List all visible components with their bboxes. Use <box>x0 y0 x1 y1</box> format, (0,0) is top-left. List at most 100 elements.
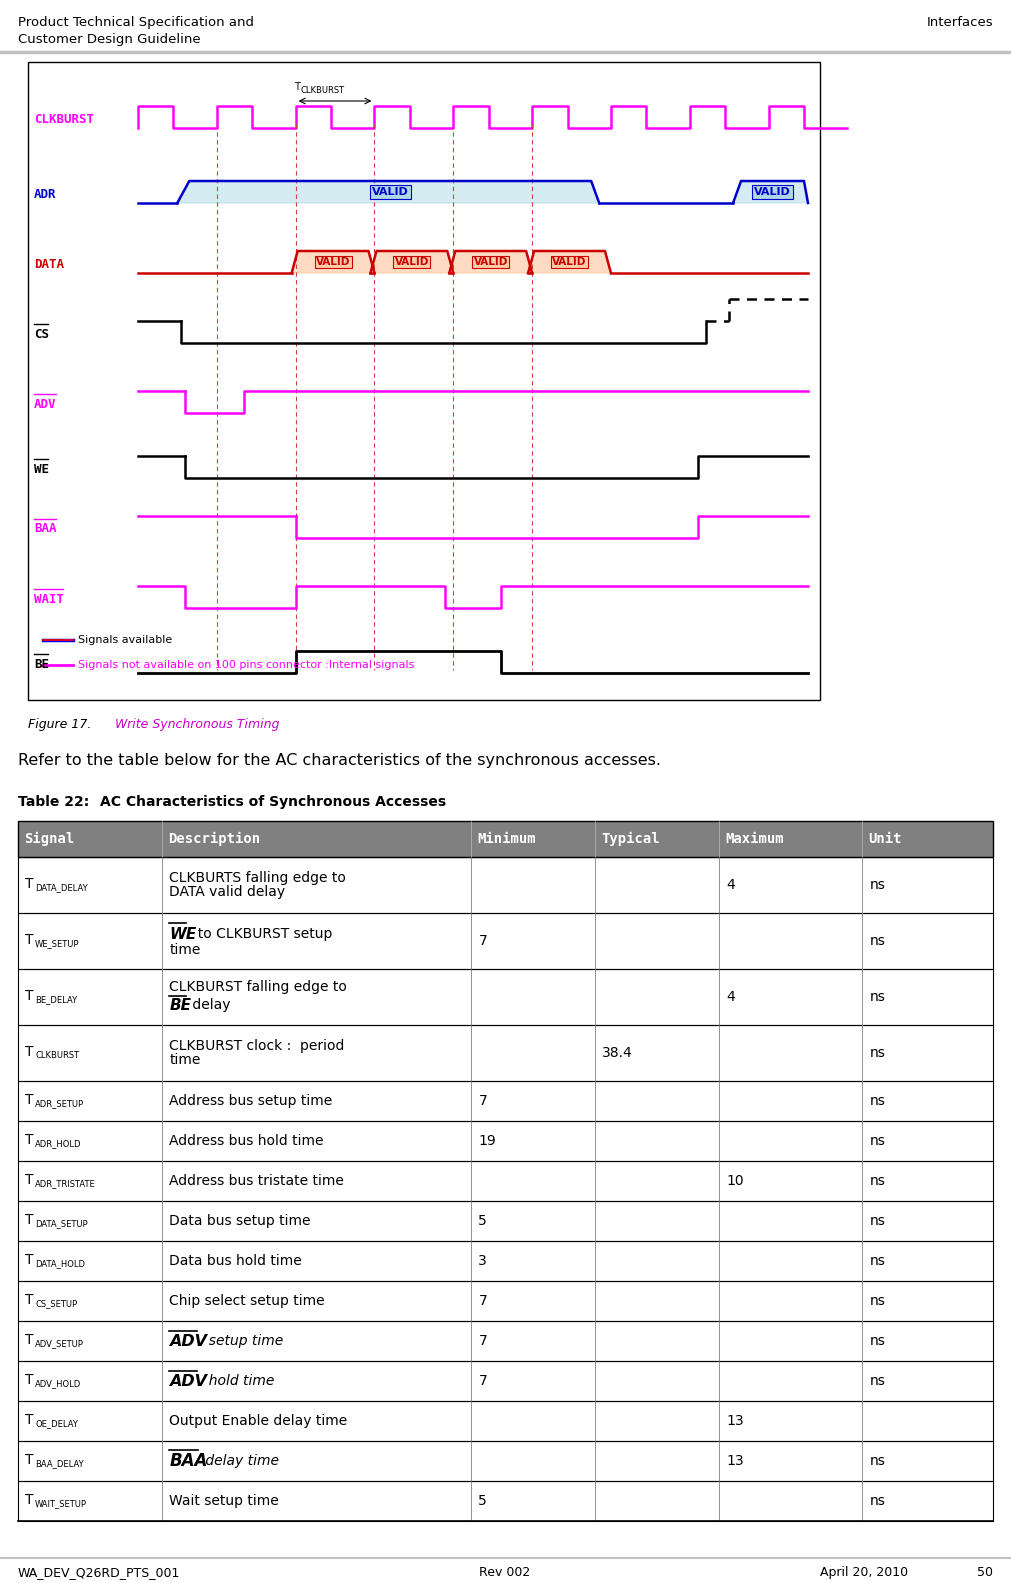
Polygon shape <box>291 252 374 272</box>
Text: T: T <box>25 1414 33 1426</box>
Text: 38.4: 38.4 <box>603 1046 633 1061</box>
Text: BAA: BAA <box>34 522 57 535</box>
Bar <box>18 856 993 913</box>
Bar <box>18 1281 993 1320</box>
Text: ns: ns <box>869 1293 886 1308</box>
Text: T: T <box>25 877 33 891</box>
Text: ADR_TRISTATE: ADR_TRISTATE <box>35 1179 96 1189</box>
Bar <box>18 1121 993 1160</box>
Text: WE_SETUP: WE_SETUP <box>35 939 80 948</box>
Text: OE_DELAY: OE_DELAY <box>35 1420 78 1428</box>
Bar <box>18 822 993 856</box>
Bar <box>18 1401 993 1441</box>
Text: VALID: VALID <box>552 256 586 268</box>
Text: DATA_DELAY: DATA_DELAY <box>35 883 88 893</box>
Text: ns: ns <box>869 1046 886 1061</box>
Text: 4: 4 <box>726 879 735 891</box>
Text: T: T <box>25 1333 33 1347</box>
Bar <box>18 969 993 1026</box>
Bar <box>18 913 993 969</box>
Text: Maximum: Maximum <box>725 833 784 845</box>
Text: ADR_HOLD: ADR_HOLD <box>35 1140 82 1149</box>
Text: 7: 7 <box>478 1094 487 1108</box>
Text: 7: 7 <box>478 934 487 948</box>
Text: time: time <box>169 943 200 958</box>
Text: Rev 002: Rev 002 <box>479 1566 531 1578</box>
Text: T: T <box>25 1372 33 1387</box>
Bar <box>18 1320 993 1361</box>
Text: ADV: ADV <box>34 397 57 410</box>
Text: Chip select setup time: Chip select setup time <box>169 1293 325 1308</box>
Text: CLKBURST: CLKBURST <box>300 85 345 95</box>
Text: WAIT: WAIT <box>34 592 64 606</box>
Bar <box>18 1281 993 1320</box>
Bar <box>18 1121 993 1160</box>
Bar <box>18 1201 993 1241</box>
Text: delay time: delay time <box>201 1455 279 1467</box>
Bar <box>18 1160 993 1201</box>
Text: ns: ns <box>869 879 886 891</box>
Text: AC Characteristics of Synchronous Accesses: AC Characteristics of Synchronous Access… <box>100 795 446 809</box>
Text: Signals not available on 100 pins connector :Internal signals: Signals not available on 100 pins connec… <box>78 660 415 670</box>
Text: 7: 7 <box>478 1293 487 1308</box>
Bar <box>18 913 993 969</box>
Text: T: T <box>25 1293 33 1308</box>
Text: Interfaces: Interfaces <box>926 16 993 28</box>
Bar <box>18 856 993 913</box>
Text: WA_DEV_Q26RD_PTS_001: WA_DEV_Q26RD_PTS_001 <box>18 1566 180 1578</box>
Text: Address bus setup time: Address bus setup time <box>169 1094 333 1108</box>
Text: Product Technical Specification and
Customer Design Guideline: Product Technical Specification and Cust… <box>18 16 254 46</box>
Text: CS: CS <box>34 328 49 340</box>
Text: T: T <box>25 1493 33 1507</box>
Text: ns: ns <box>869 1094 886 1108</box>
Text: ns: ns <box>869 1374 886 1388</box>
Polygon shape <box>177 180 600 203</box>
Bar <box>18 1026 993 1081</box>
Text: 13: 13 <box>726 1455 744 1467</box>
Text: ns: ns <box>869 989 886 1004</box>
Text: Signal: Signal <box>24 833 74 845</box>
Text: Minimum: Minimum <box>477 833 536 845</box>
Text: Output Enable delay time: Output Enable delay time <box>169 1414 348 1428</box>
Text: VALID: VALID <box>754 187 791 196</box>
Text: 5: 5 <box>478 1214 487 1228</box>
Text: DATA_HOLD: DATA_HOLD <box>35 1260 85 1268</box>
Text: T: T <box>25 1254 33 1266</box>
Text: ns: ns <box>869 1254 886 1268</box>
Text: BAA: BAA <box>169 1452 207 1471</box>
Text: DATA valid delay: DATA valid delay <box>169 885 285 899</box>
Bar <box>18 1482 993 1521</box>
Text: ADR_SETUP: ADR_SETUP <box>35 1100 84 1108</box>
Bar <box>18 1401 993 1441</box>
Bar <box>18 1361 993 1401</box>
Text: VALID: VALID <box>372 187 408 196</box>
Text: Refer to the table below for the AC characteristics of the synchronous accesses.: Refer to the table below for the AC char… <box>18 754 661 768</box>
Text: ADV_HOLD: ADV_HOLD <box>35 1379 81 1388</box>
Text: Data bus hold time: Data bus hold time <box>169 1254 302 1268</box>
Text: DATA: DATA <box>34 258 64 271</box>
Text: T: T <box>25 1173 33 1187</box>
Text: BAA_DELAY: BAA_DELAY <box>35 1460 84 1469</box>
Text: April 20, 2010: April 20, 2010 <box>820 1566 908 1578</box>
Text: CS_SETUP: CS_SETUP <box>35 1300 77 1309</box>
Bar <box>18 1160 993 1201</box>
Text: Signals available: Signals available <box>78 635 172 644</box>
Text: 7: 7 <box>478 1334 487 1349</box>
Text: DATA_SETUP: DATA_SETUP <box>35 1219 88 1228</box>
Text: T: T <box>25 1133 33 1148</box>
Text: 3: 3 <box>478 1254 487 1268</box>
Polygon shape <box>449 252 532 272</box>
Bar <box>18 1081 993 1121</box>
Text: ns: ns <box>869 1334 886 1349</box>
Bar <box>18 1241 993 1281</box>
Text: ns: ns <box>869 934 886 948</box>
Bar <box>28 62 820 700</box>
Text: Write Synchronous Timing: Write Synchronous Timing <box>115 719 279 731</box>
Polygon shape <box>528 252 611 272</box>
Text: VALID: VALID <box>315 256 350 268</box>
Text: ns: ns <box>869 1455 886 1467</box>
Text: CLKBURST: CLKBURST <box>35 1051 79 1061</box>
Bar <box>18 969 993 1026</box>
Text: ns: ns <box>869 1214 886 1228</box>
Text: BE: BE <box>34 657 49 671</box>
